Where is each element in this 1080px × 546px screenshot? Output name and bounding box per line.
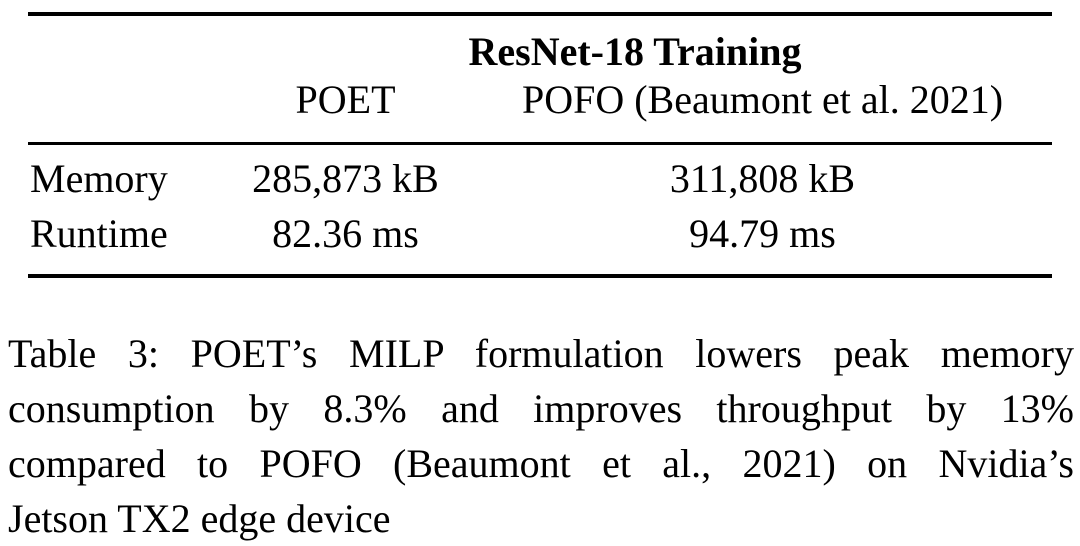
cell-memory-pofo: 311,808 kB: [669, 156, 856, 201]
caption-line-1: Table 3: POET’s MILP formulation lowers …: [8, 331, 1074, 376]
caption-line-4: Jetson TX2 edge device: [8, 496, 391, 541]
row-label-memory: Memory: [30, 156, 168, 201]
table-top-rule: [28, 12, 1052, 16]
header-spacer: [28, 74, 218, 124]
header-spacer: [28, 30, 218, 74]
caption-line-3: compared to POFO (Beaumont et al., 2021)…: [8, 441, 1074, 486]
table-header: ResNet-18 Training POET POFO (Beaumont e…: [28, 16, 1052, 142]
table-body: Memory 285,873 kB 311,808 kB Runtime 82.…: [28, 145, 1052, 274]
cell-runtime-pofo: 94.79 ms: [689, 211, 836, 256]
table-caption: Table 3: POET’s MILP formulation lowers …: [8, 326, 1074, 546]
caption-line-2: consumption by 8.3% and improves through…: [8, 386, 1074, 431]
table-group-header: ResNet-18 Training: [468, 29, 802, 74]
results-table: ResNet-18 Training POET POFO (Beaumont e…: [28, 12, 1052, 278]
column-header-pofo: POFO (Beaumont et al. 2021): [521, 77, 1004, 122]
table-mid-rule: [28, 142, 1052, 145]
row-label-runtime: Runtime: [30, 211, 168, 256]
table-bottom-rule: [28, 274, 1052, 278]
column-header-poet: POET: [295, 77, 396, 122]
cell-runtime-poet: 82.36 ms: [272, 211, 419, 256]
cell-memory-poet: 285,873 kB: [252, 156, 439, 201]
